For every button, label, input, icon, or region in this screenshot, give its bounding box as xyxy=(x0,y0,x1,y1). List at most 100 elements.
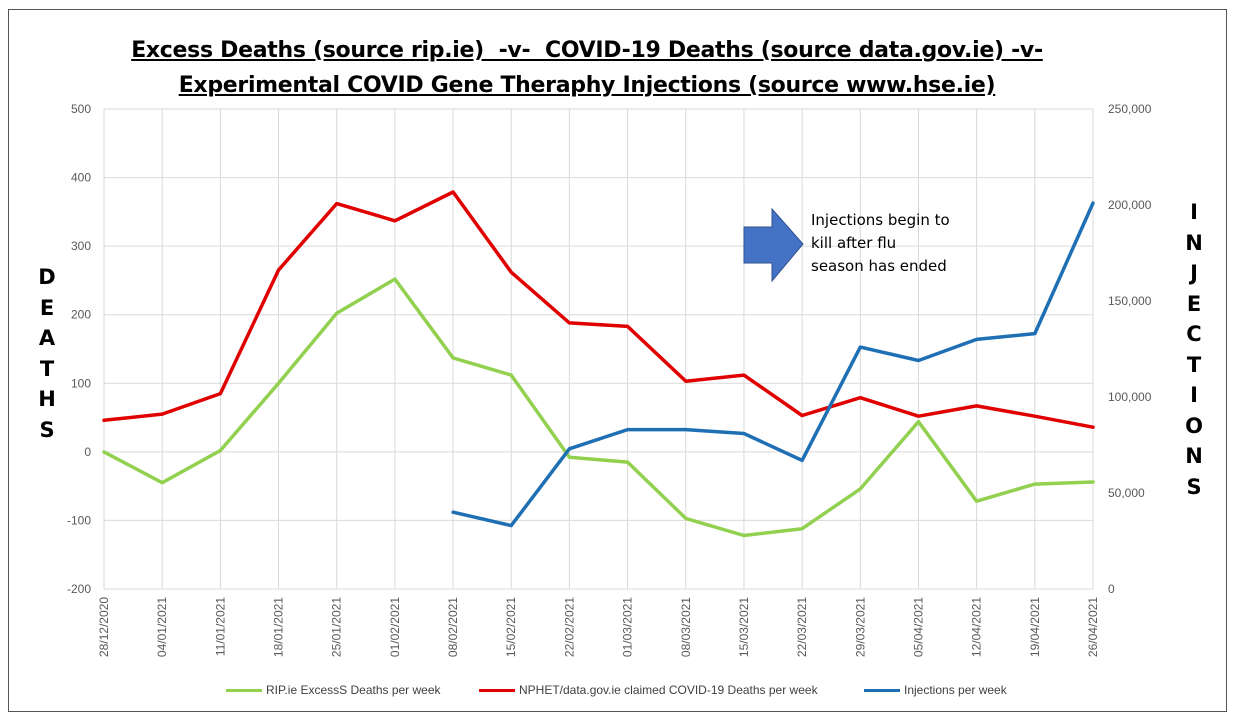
right-axis-title-letter-8: N xyxy=(1185,444,1203,468)
data-point-series-0 xyxy=(742,534,746,538)
right-axis-title-letter-9: S xyxy=(1186,474,1202,499)
data-point-series-2 xyxy=(567,447,571,451)
data-point-series-2 xyxy=(742,431,746,435)
right-axis-title-letter-1: N xyxy=(1185,230,1203,255)
data-point-series-2 xyxy=(916,359,920,363)
right-axis-title-letter-0: I xyxy=(1190,200,1198,224)
x-axis-tick-label: 19/04/2021 xyxy=(1028,597,1042,657)
x-axis-tick-label: 18/01/2021 xyxy=(272,597,286,657)
left-axis-title-letter-4: H xyxy=(38,387,56,411)
x-axis-tick-label: 01/03/2021 xyxy=(621,597,635,657)
right-axis-title-letter-4: C xyxy=(1186,322,1202,346)
data-point-series-2 xyxy=(509,524,513,528)
data-point-series-0 xyxy=(393,277,397,281)
x-axis-tick-label: 15/02/2021 xyxy=(504,597,518,657)
data-point-series-0 xyxy=(858,487,862,491)
data-point-series-2 xyxy=(975,337,979,341)
data-point-series-0 xyxy=(277,381,281,385)
data-point-series-1 xyxy=(975,404,979,408)
data-point-series-1 xyxy=(567,321,571,325)
data-point-series-1 xyxy=(451,190,455,194)
left-axis-tick-label: 500 xyxy=(71,102,91,116)
legend-swatch-blue xyxy=(864,688,900,692)
data-point-series-1 xyxy=(160,412,164,416)
data-point-series-2 xyxy=(1091,201,1095,205)
series-line-1 xyxy=(102,190,1095,429)
data-point-series-1 xyxy=(509,270,513,274)
data-point-series-1 xyxy=(218,392,222,396)
chart-title-line-2: Experimental COVID Gene Theraphy Injecti… xyxy=(178,73,996,98)
data-point-series-1 xyxy=(916,414,920,418)
x-axis-tick-label: 05/04/2021 xyxy=(911,597,925,657)
x-axis-tick-label: 28/12/2020 xyxy=(97,597,111,657)
data-point-series-1 xyxy=(626,324,630,328)
data-point-series-0 xyxy=(102,450,106,454)
annotation-line-2: kill after flu xyxy=(811,234,897,252)
x-axis-tick-label: 04/01/2021 xyxy=(155,597,169,657)
x-axis-tick-label: 08/02/2021 xyxy=(446,597,460,657)
x-axis-tick-label: 11/01/2021 xyxy=(213,597,227,656)
right-axis-title-letter-2: J xyxy=(1190,261,1198,285)
data-point-series-0 xyxy=(684,516,688,520)
data-point-series-1 xyxy=(1033,414,1037,418)
x-axis-tick-label: 22/02/2021 xyxy=(562,597,576,657)
series-line-0 xyxy=(102,277,1095,538)
data-point-series-2 xyxy=(800,458,804,462)
right-axis-tick-label: 250,000 xyxy=(1108,102,1152,116)
x-axis-tick-label: 08/03/2021 xyxy=(679,597,693,657)
data-point-series-2 xyxy=(858,345,862,349)
data-point-series-1 xyxy=(335,202,339,206)
left-axis-title-letter-2: A xyxy=(38,326,56,350)
annotation-line-3: season has ended xyxy=(811,257,947,275)
data-point-series-2 xyxy=(626,428,630,432)
annotation-line-1: Injections begin to xyxy=(811,211,950,229)
left-axis-tick-label: -100 xyxy=(67,513,91,527)
x-axis-tick-label: 29/03/2021 xyxy=(853,597,867,657)
data-point-series-1 xyxy=(800,414,804,418)
legend-label: RIP.ie ExcessS Deaths per week xyxy=(266,683,441,697)
x-axis-tick-label: 22/03/2021 xyxy=(795,597,809,657)
right-axis-tick-label: 100,000 xyxy=(1108,390,1152,404)
legend-label: NPHET/data.gov.ie claimed COVID-19 Death… xyxy=(519,683,818,697)
left-axis-tick-label: 100 xyxy=(71,376,91,390)
data-point-series-0 xyxy=(509,373,513,377)
data-point-series-1 xyxy=(858,396,862,400)
data-point-series-0 xyxy=(160,481,164,485)
chart-frame xyxy=(8,9,1227,712)
right-axis-title-letter-3: E xyxy=(1186,291,1202,316)
annotation-arrow-icon xyxy=(743,207,804,283)
data-point-series-0 xyxy=(975,499,979,503)
legend-item-excess-deaths: RIP.ie ExcessS Deaths per week xyxy=(226,680,441,700)
data-point-series-0 xyxy=(567,455,571,459)
data-point-series-0 xyxy=(916,420,920,424)
data-point-series-0 xyxy=(335,311,339,315)
left-axis-title-letter-5: S xyxy=(39,417,55,442)
data-point-series-0 xyxy=(1033,482,1037,486)
x-axis-tick-label: 25/01/2021 xyxy=(330,597,344,657)
data-point-series-0 xyxy=(626,460,630,464)
data-point-series-1 xyxy=(1091,425,1095,429)
data-point-series-0 xyxy=(1091,480,1095,484)
left-axis-title-letter-3: T xyxy=(39,356,55,381)
data-point-series-2 xyxy=(684,428,688,432)
right-axis-tick-label: 150,000 xyxy=(1108,294,1152,308)
data-point-series-1 xyxy=(684,379,688,383)
right-axis-tick-label: 50,000 xyxy=(1108,486,1145,500)
left-axis-tick-label: 300 xyxy=(71,239,91,253)
chart-title-line-1: Excess Deaths (source rip.ie) -v- COVID-… xyxy=(131,38,1043,63)
legend-swatch-green xyxy=(226,688,262,692)
x-axis-tick-label: 26/04/2021 xyxy=(1086,597,1100,657)
left-axis-tick-label: 0 xyxy=(84,445,91,459)
data-point-series-1 xyxy=(102,418,106,422)
legend-label: Injections per week xyxy=(904,683,1007,697)
right-axis-title-letter-6: I xyxy=(1190,383,1198,407)
x-axis-tick-label: 01/02/2021 xyxy=(388,597,402,657)
left-axis-tick-label: 200 xyxy=(71,308,91,322)
data-point-series-0 xyxy=(800,527,804,531)
data-point-series-1 xyxy=(393,219,397,223)
legend-item-covid-deaths: NPHET/data.gov.ie claimed COVID-19 Death… xyxy=(479,680,818,700)
data-point-series-1 xyxy=(277,268,281,272)
